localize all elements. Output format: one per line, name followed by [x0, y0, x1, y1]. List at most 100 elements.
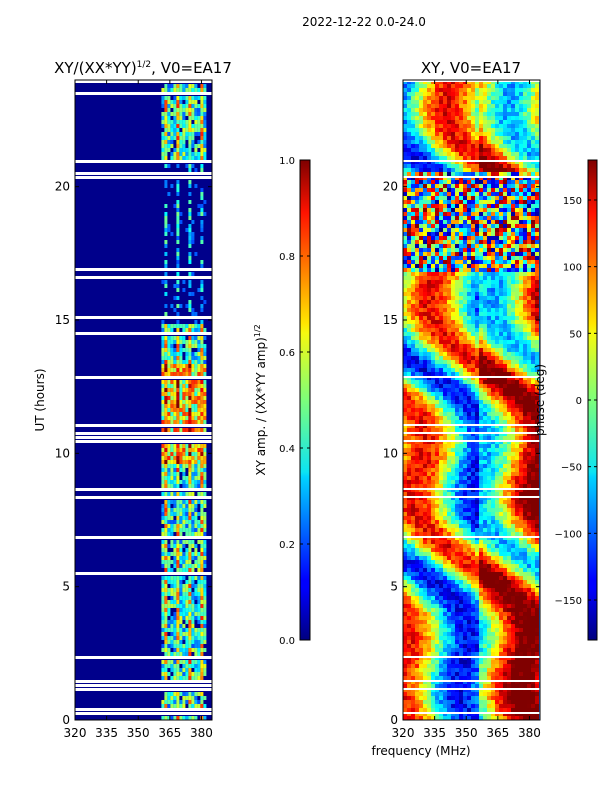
phase-cell [423, 248, 427, 252]
amplitude-cell [194, 428, 198, 432]
phase-cell [523, 108, 527, 112]
amplitude-cell [170, 156, 174, 160]
phase-cell [515, 108, 519, 112]
phase-cell [523, 220, 527, 224]
amplitude-cell [176, 508, 180, 512]
amplitude-cell [173, 148, 177, 152]
amplitude-cell [191, 444, 195, 448]
phase-cell [427, 192, 431, 196]
phase-cell [427, 264, 431, 268]
phase-cell [507, 200, 511, 204]
phase-cell [483, 408, 487, 412]
amplitude-cell [170, 480, 174, 484]
phase-cell [499, 396, 503, 400]
phase-cell [503, 332, 507, 336]
phase-cell [475, 244, 479, 248]
amplitude-cell [188, 476, 192, 480]
amplitude-cell [176, 668, 180, 672]
phase-cell [419, 120, 423, 124]
amplitude-cell [197, 460, 201, 464]
phase-cell [527, 208, 531, 212]
amplitude-cell [188, 104, 192, 108]
phase-cell [435, 328, 439, 332]
phase-cell [423, 384, 427, 388]
phase-cell [495, 116, 499, 120]
phase-cell [427, 116, 431, 120]
phase-cell [483, 444, 487, 448]
amplitude-cell [188, 480, 192, 484]
phase-cell [411, 304, 415, 308]
amplitude-cell [179, 392, 183, 396]
phase-cell [447, 196, 451, 200]
phase-cell [467, 464, 471, 468]
phase-cell [403, 212, 407, 216]
phase-cell [507, 136, 511, 140]
phase-cell [483, 348, 487, 352]
phase-cell [503, 260, 507, 264]
phase-cell [535, 260, 539, 264]
phase-cell [467, 96, 471, 100]
phase-cell [515, 444, 519, 448]
phase-cell [511, 172, 515, 176]
phase-cell [423, 320, 427, 324]
amplitude-cell [173, 324, 177, 328]
amplitude-cell [188, 484, 192, 488]
phase-cell [491, 212, 495, 216]
amplitude-cell [203, 384, 207, 388]
phase-cell [503, 372, 507, 376]
phase-cell [463, 192, 467, 196]
phase-cell [483, 204, 487, 208]
amplitude-cell [179, 560, 183, 564]
phase-cell [463, 428, 467, 432]
phase-cell [459, 92, 463, 96]
phase-cell [443, 276, 447, 280]
phase-cell [427, 204, 431, 208]
phase-cell [519, 272, 523, 276]
phase-cell [495, 336, 499, 340]
amplitude-cell [170, 528, 174, 532]
phase-cell [411, 392, 415, 396]
phase-cell [443, 172, 447, 176]
phase-cell [411, 396, 415, 400]
amplitude-cell [167, 660, 171, 664]
phase-cell [491, 156, 495, 160]
phase-cell [447, 328, 451, 332]
phase-cell [447, 180, 451, 184]
phase-cell [475, 164, 479, 168]
phase-cell [471, 292, 475, 296]
phase-cell [419, 244, 423, 248]
phase-cell [531, 364, 535, 368]
phase-cell [523, 428, 527, 432]
phase-cell [435, 272, 439, 276]
phase-cell [499, 196, 503, 200]
amplitude-cell [191, 696, 195, 700]
amplitude-cell [182, 408, 186, 412]
amplitude-cell [161, 624, 165, 628]
phase-cell [443, 344, 447, 348]
phase-cell [443, 128, 447, 132]
phase-cell [511, 288, 515, 292]
amplitude-cell [203, 484, 207, 488]
amplitude-cell [170, 516, 174, 520]
phase-cell [491, 200, 495, 204]
amplitude-cell [173, 152, 177, 156]
phase-cell [415, 244, 419, 248]
phase-cell [431, 452, 435, 456]
phase-cell [423, 88, 427, 92]
amplitude-cell [185, 360, 189, 364]
amplitude-cell [176, 208, 180, 212]
amplitude-cell [170, 492, 174, 496]
amplitude-cell [197, 664, 201, 668]
phase-cell [431, 192, 435, 196]
phase-cell [415, 100, 419, 104]
phase-cell [507, 456, 511, 460]
phase-cell [491, 256, 495, 260]
phase-cell [479, 216, 483, 220]
amplitude-cell [176, 480, 180, 484]
phase-cell [519, 408, 523, 412]
amplitude-cell [176, 484, 180, 488]
phase-cell [455, 120, 459, 124]
phase-cell [471, 380, 475, 384]
phase-cell [519, 340, 523, 344]
phase-cell [439, 408, 443, 412]
